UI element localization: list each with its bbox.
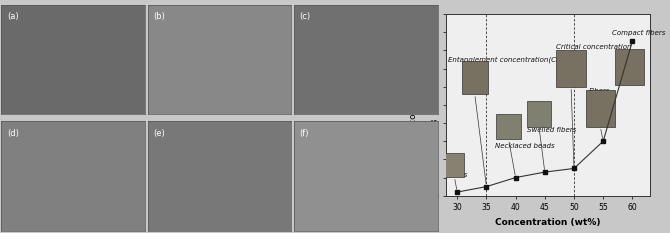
Text: (c): (c) <box>299 12 311 21</box>
Bar <box>615 48 644 85</box>
Bar <box>586 90 615 127</box>
Bar <box>462 61 488 94</box>
Text: Beads: Beads <box>448 172 469 178</box>
Bar <box>557 50 586 87</box>
Y-axis label: Viscosity (cPs): Viscosity (cPs) <box>409 72 418 137</box>
Text: Necklaced beads: Necklaced beads <box>495 143 555 149</box>
Text: Compact fibers: Compact fibers <box>612 30 665 36</box>
Text: (e): (e) <box>153 129 165 138</box>
Text: (d): (d) <box>7 129 19 138</box>
Text: Entanglement concentration(Ce): Entanglement concentration(Ce) <box>448 56 563 63</box>
Text: Fibers: Fibers <box>589 88 610 94</box>
Bar <box>445 153 464 177</box>
Text: (b): (b) <box>153 12 165 21</box>
Text: (a): (a) <box>7 12 19 21</box>
Bar <box>527 101 551 127</box>
Text: Swelled fibers: Swelled fibers <box>527 127 577 133</box>
X-axis label: Concentration (wt%): Concentration (wt%) <box>495 218 600 227</box>
Text: (f): (f) <box>299 129 309 138</box>
Text: Critical concentration: Critical concentration <box>557 44 632 50</box>
Bar <box>496 114 521 139</box>
